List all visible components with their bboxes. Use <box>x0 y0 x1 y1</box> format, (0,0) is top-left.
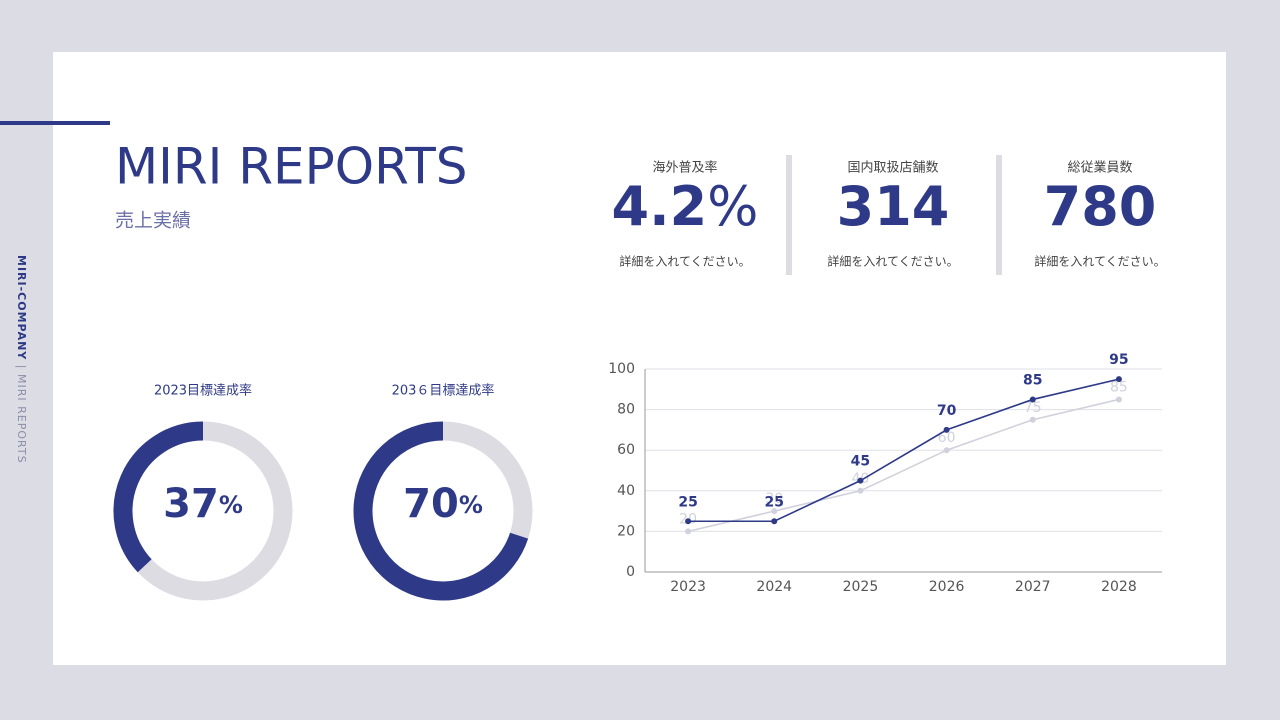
data-label: 25 <box>765 494 784 510</box>
y-tick-label: 100 <box>608 361 635 377</box>
x-tick-label: 2024 <box>756 579 792 595</box>
data-point <box>943 447 950 454</box>
side-text: MIRI-COMPANY | MIRI REPORTS <box>15 255 28 464</box>
y-tick-label: 80 <box>617 402 635 418</box>
data-point <box>685 528 692 535</box>
data-point <box>1029 416 1036 423</box>
x-tick-label: 2026 <box>929 579 965 595</box>
series-line <box>688 378 1120 523</box>
data-label: 70 <box>937 403 957 419</box>
stat-value: 4.2% <box>612 175 759 238</box>
data-label: 85 <box>1023 372 1042 388</box>
side-separator: | <box>15 365 28 370</box>
stat-number: 780 <box>1044 175 1157 238</box>
y-tick-label: 60 <box>617 442 635 458</box>
donut-label: 70% <box>403 481 483 527</box>
stat-note: 詳細を入れてください。 <box>619 254 750 269</box>
data-point <box>771 508 778 515</box>
stat-note: 詳細を入れてください。 <box>827 254 958 269</box>
data-label: 30 <box>765 491 783 507</box>
stat-number: 314 <box>837 175 950 238</box>
data-label: 75 <box>1024 400 1042 416</box>
side-company: MIRI-COMPANY <box>15 255 28 360</box>
x-tick-label: 2025 <box>843 579 879 595</box>
data-point <box>857 477 864 484</box>
stat-number: 4.2 <box>612 175 708 238</box>
donut-value: 37 <box>163 481 219 527</box>
y-tick-label: 20 <box>617 523 635 539</box>
accent-line <box>0 121 110 125</box>
donut-value: 70 <box>403 481 459 527</box>
data-label: 25 <box>678 494 697 510</box>
data-label: 45 <box>851 454 870 470</box>
divider <box>786 155 792 275</box>
stat-label: 総従業員数 <box>1067 160 1132 176</box>
x-tick-label: 2023 <box>670 579 706 595</box>
stat-unit: % <box>707 175 758 238</box>
x-tick-label: 2028 <box>1101 579 1137 595</box>
stat-note: 詳細を入れてください。 <box>1034 254 1165 269</box>
title: MIRI REPORTS <box>115 138 468 196</box>
donut-unit: % <box>219 491 243 519</box>
data-point <box>1115 376 1122 383</box>
donut-unit: % <box>459 491 483 519</box>
donut-title: 203６目標達成率 <box>392 383 495 399</box>
data-point <box>1115 396 1122 403</box>
data-point <box>771 518 778 525</box>
stat-label: 国内取扱店舗数 <box>847 160 938 176</box>
card <box>53 52 1226 665</box>
y-tick-label: 0 <box>626 564 635 580</box>
x-tick-label: 2027 <box>1015 579 1051 595</box>
subtitle: 売上実績 <box>115 210 191 232</box>
data-label: 85 <box>1110 379 1128 395</box>
stat-value: 314 <box>837 175 950 238</box>
divider <box>996 155 1002 275</box>
data-point <box>685 518 692 525</box>
donut-arc <box>353 421 529 601</box>
side-name: MIRI REPORTS <box>15 374 28 464</box>
stat-label: 海外普及率 <box>652 160 717 176</box>
data-point <box>943 426 950 433</box>
donut-label: 37% <box>163 481 243 527</box>
y-tick-label: 40 <box>617 483 635 499</box>
data-point <box>857 487 864 494</box>
donut-title: 2023目標達成率 <box>154 383 252 399</box>
data-label: 95 <box>1109 352 1128 368</box>
data-label: 60 <box>938 430 956 446</box>
data-point <box>1029 396 1036 403</box>
stat-value: 780 <box>1044 175 1157 238</box>
series-line <box>687 398 1120 533</box>
donut-arc <box>113 421 204 573</box>
